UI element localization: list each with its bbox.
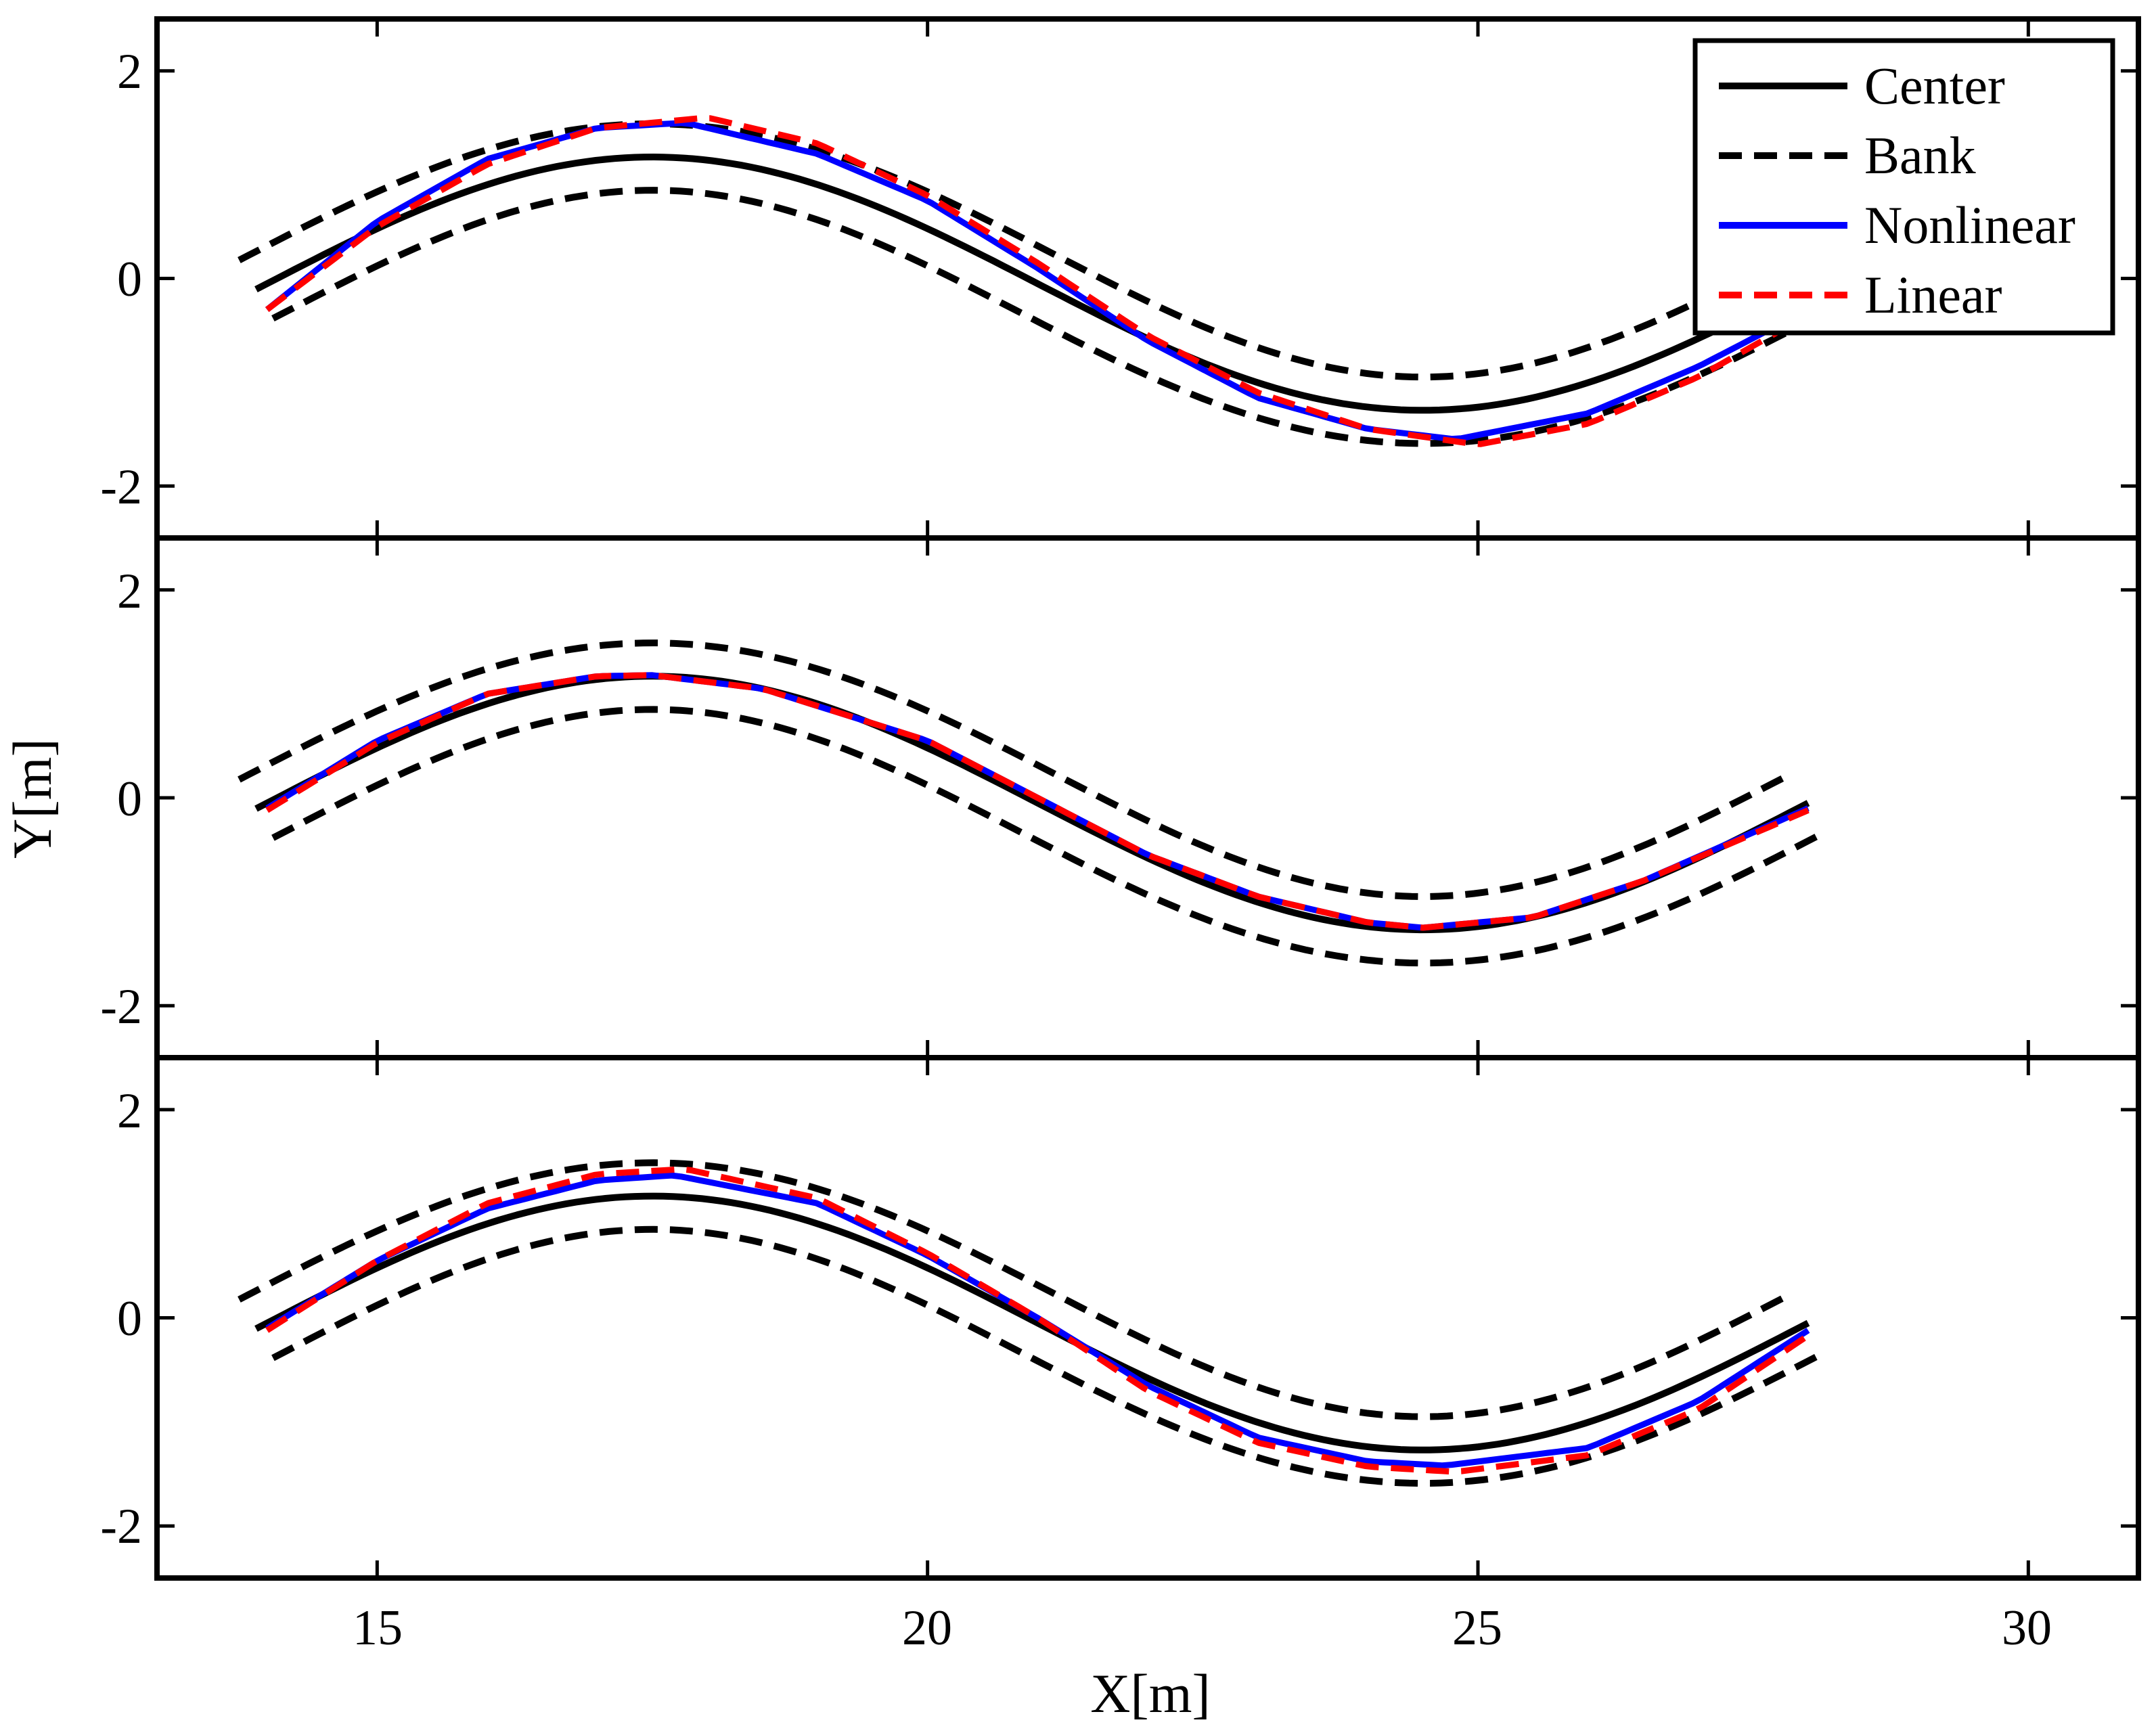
y-tick-label-neg2: -2 bbox=[100, 1499, 142, 1554]
bank-lower-line bbox=[271, 187, 1827, 447]
panels bbox=[154, 16, 2141, 1581]
y-tick-label-neg2: -2 bbox=[100, 979, 142, 1035]
legend-label-bank: Bank bbox=[1864, 126, 1976, 185]
legend-label-center: Center bbox=[1864, 56, 2005, 115]
y-tick-label-neg2: -2 bbox=[100, 459, 142, 515]
linear-line bbox=[265, 672, 1810, 931]
y-axis-label: Y[m] bbox=[1, 738, 63, 859]
center-line bbox=[254, 153, 1810, 414]
panel-3 bbox=[154, 1055, 2141, 1581]
linear-line bbox=[265, 115, 1810, 447]
bank-lower-line bbox=[271, 706, 1827, 967]
nonlinear-line bbox=[265, 1172, 1810, 1469]
panel-2 bbox=[154, 535, 2141, 1060]
y-tick-label-2: 2 bbox=[117, 1083, 142, 1139]
x-tick-label-25: 25 bbox=[1452, 1600, 1502, 1656]
center-line bbox=[254, 1192, 1810, 1454]
bank-lower-line bbox=[271, 1225, 1827, 1487]
x-tick-labels: 15 20 25 30 bbox=[353, 1600, 2052, 1656]
y-tick-label-0: 0 bbox=[117, 771, 142, 827]
nonlinear-line bbox=[265, 120, 1810, 443]
y-tick-labels-panel-1: 2 0 -2 bbox=[100, 44, 142, 515]
y-tick-label-0: 0 bbox=[117, 1291, 142, 1347]
legend-label-linear: Linear bbox=[1864, 265, 2002, 324]
x-tick-label-20: 20 bbox=[902, 1600, 952, 1656]
y-tick-label-0: 0 bbox=[117, 252, 142, 307]
x-axis-label: X[m] bbox=[1090, 1663, 1211, 1724]
y-tick-labels-panel-2: 2 0 -2 bbox=[100, 564, 142, 1035]
linear-line bbox=[265, 1166, 1810, 1475]
legend: Center Bank Nonlinear Linear bbox=[1692, 38, 2115, 336]
y-tick-labels-panel-3: 2 0 -2 bbox=[100, 1083, 142, 1554]
y-tick-label-2: 2 bbox=[117, 44, 142, 99]
x-tick-label-30: 30 bbox=[2002, 1600, 2052, 1656]
bank-upper-line bbox=[238, 1159, 1793, 1420]
y-tick-label-2: 2 bbox=[117, 564, 142, 619]
bank-upper-line bbox=[238, 639, 1793, 900]
bank-upper-line bbox=[238, 120, 1793, 381]
legend-label-nonlinear: Nonlinear bbox=[1864, 196, 2075, 254]
x-tick-label-15: 15 bbox=[353, 1600, 403, 1656]
